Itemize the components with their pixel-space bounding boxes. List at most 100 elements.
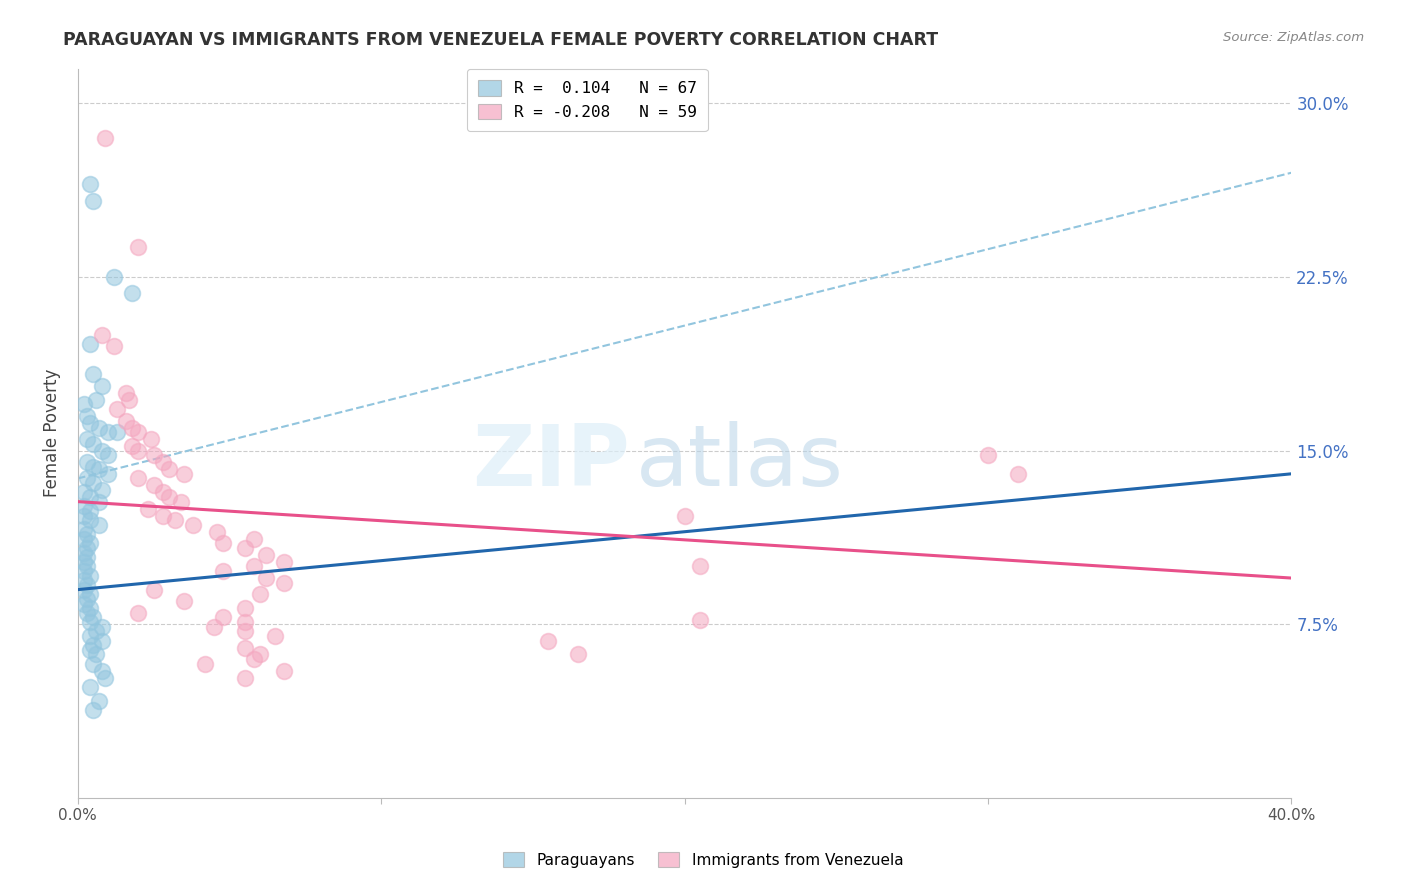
Point bbox=[76, 455, 98, 469]
Point bbox=[79, 680, 101, 694]
Point bbox=[79, 643, 101, 657]
Point bbox=[76, 550, 98, 565]
Point bbox=[673, 508, 696, 523]
Point bbox=[79, 416, 101, 430]
Point bbox=[1007, 467, 1029, 481]
Point bbox=[152, 485, 174, 500]
Point bbox=[233, 624, 256, 639]
Point bbox=[76, 591, 98, 606]
Text: atlas: atlas bbox=[636, 421, 844, 504]
Point bbox=[127, 425, 149, 439]
Point bbox=[91, 664, 114, 678]
Point bbox=[82, 610, 104, 624]
Point bbox=[91, 443, 114, 458]
Point bbox=[73, 500, 96, 514]
Point bbox=[84, 624, 107, 639]
Point bbox=[170, 494, 193, 508]
Point bbox=[567, 648, 589, 662]
Point bbox=[82, 459, 104, 474]
Point bbox=[91, 379, 114, 393]
Point bbox=[97, 467, 120, 481]
Point bbox=[142, 448, 165, 462]
Point bbox=[79, 536, 101, 550]
Point bbox=[233, 640, 256, 655]
Point bbox=[82, 638, 104, 652]
Point bbox=[121, 286, 143, 301]
Point bbox=[79, 178, 101, 192]
Point bbox=[82, 436, 104, 450]
Point bbox=[977, 448, 1000, 462]
Point bbox=[139, 432, 162, 446]
Point bbox=[105, 401, 128, 416]
Point bbox=[79, 629, 101, 643]
Point bbox=[118, 392, 141, 407]
Point bbox=[173, 467, 195, 481]
Point bbox=[91, 327, 114, 342]
Point bbox=[73, 397, 96, 411]
Point bbox=[73, 574, 96, 588]
Point bbox=[254, 571, 277, 585]
Point bbox=[76, 541, 98, 555]
Point bbox=[87, 420, 110, 434]
Point bbox=[242, 559, 264, 574]
Point bbox=[142, 582, 165, 597]
Point bbox=[212, 610, 235, 624]
Point bbox=[76, 559, 98, 574]
Point bbox=[79, 337, 101, 351]
Point bbox=[233, 601, 256, 615]
Point bbox=[689, 613, 711, 627]
Point bbox=[537, 633, 560, 648]
Point bbox=[73, 545, 96, 559]
Point bbox=[94, 671, 117, 685]
Point bbox=[97, 425, 120, 439]
Point bbox=[273, 575, 295, 590]
Point bbox=[91, 620, 114, 634]
Point bbox=[233, 615, 256, 629]
Point bbox=[82, 368, 104, 382]
Point bbox=[87, 694, 110, 708]
Point bbox=[242, 532, 264, 546]
Point bbox=[76, 606, 98, 620]
Point bbox=[73, 523, 96, 537]
Point bbox=[73, 597, 96, 611]
Point bbox=[76, 527, 98, 541]
Point bbox=[105, 425, 128, 439]
Point bbox=[82, 476, 104, 491]
Y-axis label: Female Poverty: Female Poverty bbox=[44, 369, 60, 498]
Point bbox=[127, 606, 149, 620]
Point bbox=[127, 443, 149, 458]
Point bbox=[689, 559, 711, 574]
Point bbox=[76, 432, 98, 446]
Point bbox=[142, 478, 165, 492]
Point bbox=[115, 385, 138, 400]
Point bbox=[87, 494, 110, 508]
Point bbox=[79, 568, 101, 582]
Point bbox=[273, 664, 295, 678]
Text: Source: ZipAtlas.com: Source: ZipAtlas.com bbox=[1223, 31, 1364, 45]
Point bbox=[242, 652, 264, 666]
Point bbox=[79, 504, 101, 518]
Point bbox=[76, 471, 98, 485]
Point bbox=[73, 582, 96, 597]
Point bbox=[181, 517, 204, 532]
Point bbox=[73, 508, 96, 523]
Point bbox=[249, 587, 271, 601]
Point bbox=[157, 490, 180, 504]
Point bbox=[121, 420, 143, 434]
Text: PARAGUAYAN VS IMMIGRANTS FROM VENEZUELA FEMALE POVERTY CORRELATION CHART: PARAGUAYAN VS IMMIGRANTS FROM VENEZUELA … bbox=[63, 31, 938, 49]
Point bbox=[94, 131, 117, 145]
Point bbox=[76, 578, 98, 592]
Point bbox=[152, 455, 174, 469]
Point bbox=[79, 513, 101, 527]
Point bbox=[91, 633, 114, 648]
Legend: R =  0.104   N = 67, R = -0.208   N = 59: R = 0.104 N = 67, R = -0.208 N = 59 bbox=[467, 70, 707, 131]
Point bbox=[82, 657, 104, 671]
Point bbox=[73, 532, 96, 546]
Point bbox=[73, 564, 96, 578]
Point bbox=[233, 671, 256, 685]
Point bbox=[273, 555, 295, 569]
Point bbox=[79, 615, 101, 629]
Point bbox=[127, 471, 149, 485]
Point bbox=[87, 462, 110, 476]
Point bbox=[264, 629, 287, 643]
